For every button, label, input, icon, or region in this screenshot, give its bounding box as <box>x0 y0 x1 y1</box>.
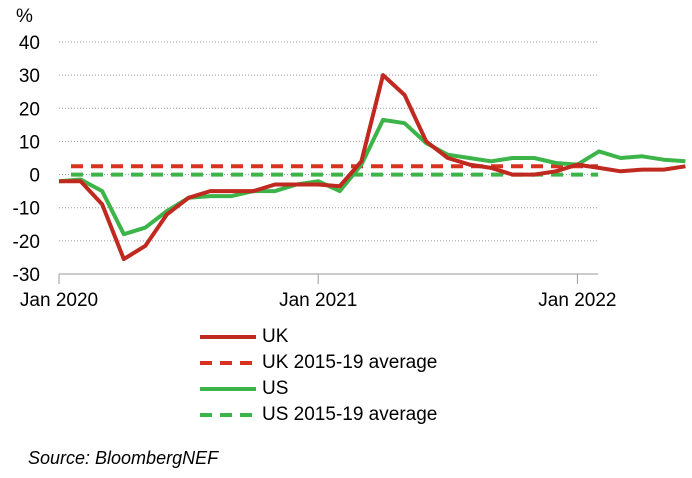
y-tick-label: -10 <box>13 199 40 220</box>
legend-swatch-uk <box>200 335 256 339</box>
y-axis-ticks: 40 30 20 10 0 -10 -20 -30 <box>13 33 40 286</box>
y-tick-label: 10 <box>19 132 40 153</box>
source-note: Source: BloombergNEF <box>28 448 219 468</box>
y-tick-label: 40 <box>19 33 40 54</box>
legend-label-uk: UK <box>262 326 289 347</box>
x-axis: Jan 2020 Jan 2021 Jan 2022 <box>20 273 616 311</box>
legend-label-us: US <box>262 378 289 399</box>
gridlines <box>59 41 598 242</box>
legend-item-uk-average: UK 2015-19 average <box>200 350 437 376</box>
series-line-uk <box>59 73 686 262</box>
legend-label-us-average: US 2015-19 average <box>262 404 438 425</box>
y-tick-label: 0 <box>29 166 40 187</box>
legend-item-us-average: US 2015-19 average <box>200 402 437 428</box>
legend-item-uk: UK <box>200 324 437 350</box>
y-tick-label: -30 <box>13 265 40 286</box>
legend-label-uk-average: UK 2015-19 average <box>262 352 438 373</box>
legend-swatch-uk-average <box>200 361 256 365</box>
x-tick-label: Jan 2020 <box>20 290 98 311</box>
legend-swatch-us <box>200 387 256 391</box>
legend: UK UK 2015-19 average US US 2015-19 aver… <box>200 324 437 428</box>
legend-swatch-us-average <box>200 413 256 417</box>
series-lines <box>58 73 686 262</box>
y-unit-label: % <box>16 6 33 27</box>
y-tick-label: -20 <box>13 232 40 253</box>
legend-item-us: US <box>200 376 437 402</box>
x-tick-label: Jan 2022 <box>538 290 616 311</box>
y-tick-label: 30 <box>19 66 40 87</box>
x-tick-label: Jan 2021 <box>279 290 357 311</box>
y-tick-label: 20 <box>19 99 40 120</box>
series-line-us <box>58 117 686 237</box>
